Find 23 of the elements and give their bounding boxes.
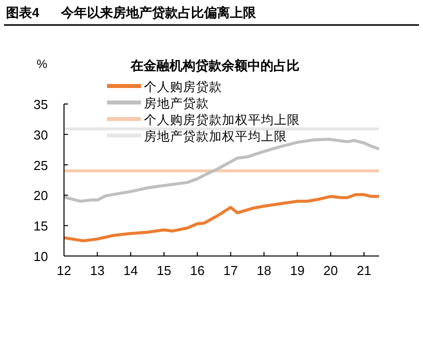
x-tick-label: 17 — [223, 263, 238, 278]
y-tick-label: 10 — [34, 249, 48, 264]
x-tick-label: 12 — [56, 263, 72, 278]
y-axis-title: % — [36, 57, 48, 71]
chart-title: 图表4 今年以来房地产贷款占比偏离上限 — [6, 5, 257, 20]
x-tick-label: 19 — [290, 263, 305, 278]
legend-label: 个人购房贷款加权平均上限 — [144, 112, 300, 127]
x-tick-label: 20 — [323, 263, 338, 278]
legend-label: 房地产贷款加权平均上限 — [144, 128, 287, 144]
y-tick-label: 25 — [34, 158, 48, 173]
y-tick-label: 35 — [34, 97, 48, 112]
chart-subtitle: 在金融机构贷款余额中的占比 — [130, 58, 300, 73]
legend-label: 个人购房贷款 — [144, 79, 222, 94]
x-tick-label: 21 — [356, 263, 372, 278]
x-tick-label: 15 — [156, 263, 172, 278]
x-tick-label: 13 — [90, 263, 105, 278]
y-tick-label: 20 — [34, 188, 48, 204]
y-tick-label: 15 — [34, 218, 48, 234]
y-tick-label: 30 — [34, 127, 48, 142]
x-tick-label: 18 — [256, 263, 272, 278]
x-tick-label: 16 — [190, 263, 205, 278]
legend-label: 房地产贷款 — [144, 96, 209, 110]
x-tick-label: 14 — [123, 263, 138, 278]
